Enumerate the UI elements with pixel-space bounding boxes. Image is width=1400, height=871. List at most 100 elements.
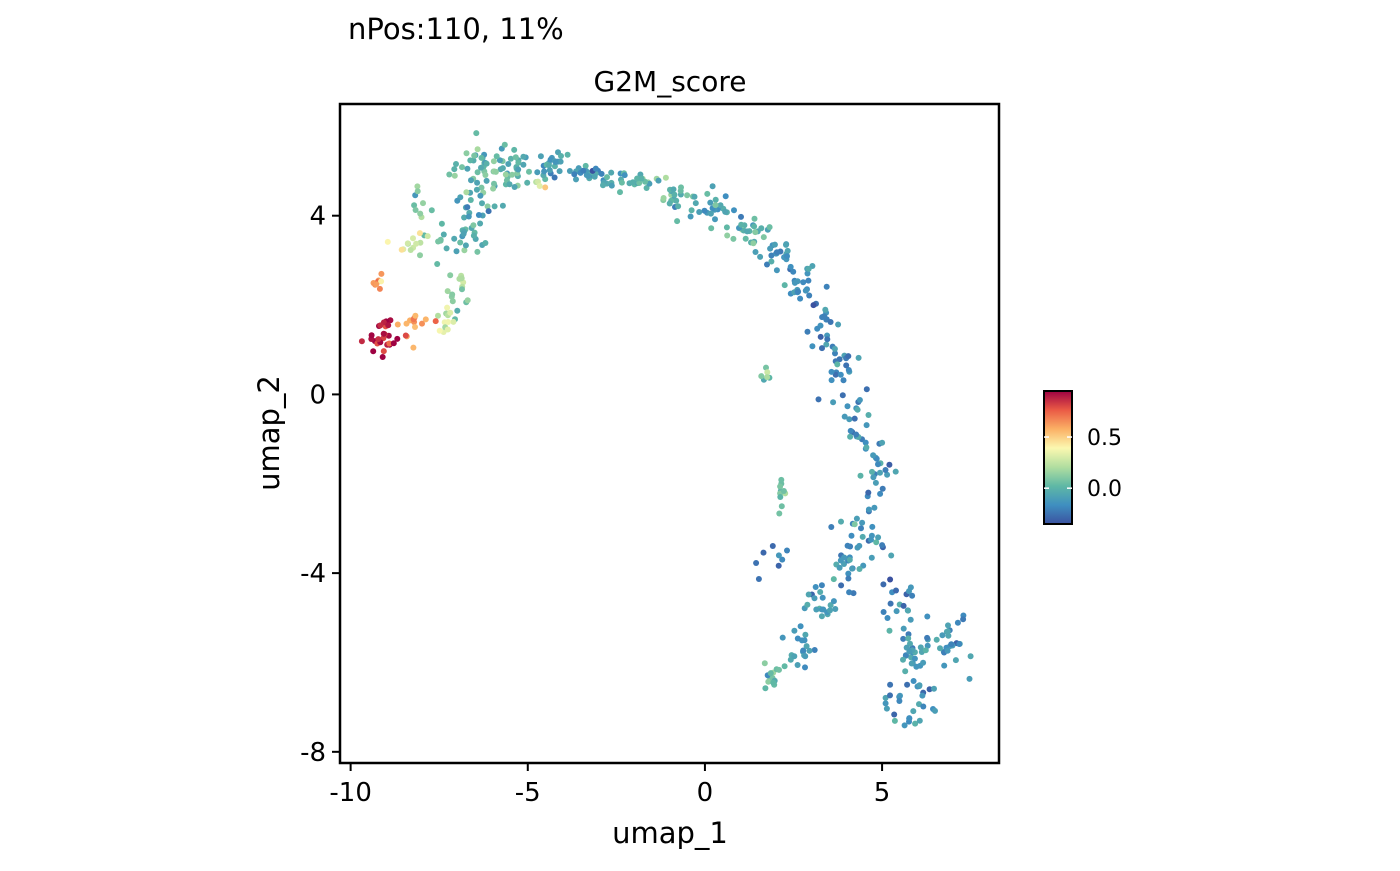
scatter-point — [451, 166, 458, 173]
scatter-point — [879, 542, 886, 549]
scatter-point — [910, 708, 917, 715]
scatter-point — [823, 341, 830, 348]
y-tick-label: 0 — [309, 380, 326, 410]
scatter-point — [952, 657, 959, 664]
scatter-point — [847, 433, 854, 440]
scatter-point — [462, 242, 469, 249]
scatter-point — [815, 396, 822, 403]
scatter-point — [804, 270, 811, 277]
scatter-point — [571, 171, 578, 178]
y-axis-title: umap_2 — [252, 375, 286, 491]
scatter-point — [580, 167, 587, 174]
scatter-point — [493, 153, 500, 160]
scatter-point — [920, 703, 927, 710]
scatter-point — [394, 321, 401, 328]
scatter-point — [846, 556, 853, 563]
scatter-point — [608, 169, 615, 176]
scatter-point — [764, 261, 770, 268]
scatter-point — [794, 635, 801, 642]
scatter-point — [377, 322, 384, 329]
scatter-point — [790, 268, 797, 275]
scatter-point — [378, 270, 385, 277]
scatter-point — [893, 587, 899, 594]
y-axis: -8 -4 0 4 — [300, 202, 340, 768]
scatter-point — [905, 607, 911, 614]
scatter-point — [907, 584, 914, 591]
scatter-point — [501, 141, 508, 148]
scatter-point — [875, 461, 881, 468]
scatter-point — [887, 681, 894, 688]
y-tick-label: -8 — [300, 738, 326, 768]
scatter-point — [919, 692, 926, 699]
scatter-point — [434, 261, 441, 267]
scatter-point — [905, 635, 912, 642]
scatter-point — [730, 235, 737, 242]
scatter-point — [511, 184, 518, 190]
scatter-point — [491, 203, 498, 210]
scatter-point — [450, 318, 457, 325]
scatter-point — [900, 602, 907, 609]
scatter-point — [475, 212, 482, 218]
scatter-point — [440, 231, 447, 238]
scatter-point — [865, 412, 872, 418]
scatter-point — [464, 297, 471, 304]
scatter-point — [520, 161, 527, 168]
scatter-point — [853, 431, 860, 438]
scatter-point — [444, 326, 451, 333]
scatter-point — [802, 653, 809, 660]
scatter-point — [828, 368, 835, 375]
scatter-point — [879, 439, 886, 446]
scatter-point — [967, 653, 974, 660]
scatter-point — [477, 192, 484, 199]
scatter-point — [684, 192, 691, 199]
scatter-point — [937, 645, 943, 652]
scatter-point — [375, 336, 382, 343]
scatter-point — [856, 542, 863, 549]
scatter-point — [499, 165, 506, 172]
colorbar-gradient — [1043, 390, 1073, 525]
scatter-point — [777, 494, 784, 500]
scatter-point — [933, 636, 940, 643]
scatter-point — [453, 248, 460, 255]
scatter-point — [811, 595, 818, 602]
scatter-point — [673, 197, 680, 204]
colorbar-tick-label: 0.0 — [1087, 477, 1122, 502]
scatter-point — [482, 240, 489, 246]
scatter-point — [813, 606, 820, 613]
scatter-point — [463, 189, 470, 196]
scatter-point — [447, 272, 454, 279]
scatter-point — [948, 641, 955, 648]
scatter-point — [760, 549, 767, 556]
scatter-point — [478, 164, 484, 171]
scatter-point — [845, 575, 852, 582]
scatter-point — [471, 152, 478, 159]
scatter-point — [407, 247, 414, 253]
scatter-point — [691, 193, 698, 200]
scatter-point — [771, 241, 778, 248]
scatter-point — [884, 471, 891, 478]
scatter-point — [457, 239, 464, 246]
scatter-point — [636, 180, 643, 186]
scatter-point — [900, 656, 906, 663]
scatter-point — [880, 581, 887, 588]
scatter-point — [858, 525, 864, 532]
scatter-point — [755, 576, 762, 582]
scatter-point — [802, 287, 809, 294]
scatter-point — [920, 659, 927, 666]
scatter-point — [760, 234, 767, 241]
scatter-point — [724, 232, 731, 239]
scatter-point — [840, 377, 847, 384]
scatter-point — [464, 165, 471, 172]
scatter-point — [464, 204, 471, 211]
scatter-point — [868, 554, 875, 561]
scatter-point — [944, 647, 951, 654]
scatter-point — [778, 503, 785, 510]
scatter-point — [414, 188, 421, 195]
scatter-point — [660, 195, 667, 201]
scatter-point — [558, 153, 564, 159]
scatter-point — [731, 207, 737, 214]
scatter-point — [474, 146, 481, 153]
scatter-point — [546, 162, 552, 169]
scatter-point — [551, 174, 558, 181]
scatter-point — [845, 570, 852, 577]
